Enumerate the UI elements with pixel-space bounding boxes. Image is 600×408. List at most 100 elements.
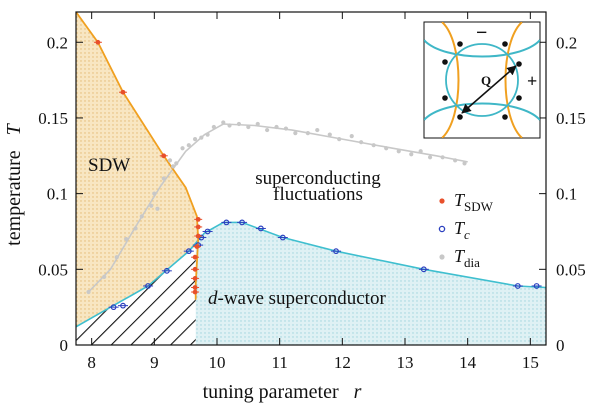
tdia-point: [186, 143, 191, 148]
tdia-point: [265, 127, 270, 133]
tdia-point: [371, 143, 376, 148]
tc-point: [185, 248, 192, 255]
x-tick-label: 10: [209, 353, 226, 372]
inset-hotspot: [457, 41, 463, 47]
inset-hotspot: [457, 114, 463, 120]
legend-marker-tdia: [439, 254, 445, 260]
tsdw-point: [195, 216, 201, 222]
tsdw-point: [194, 244, 200, 250]
tdia-point: [427, 155, 433, 160]
tdia-point: [453, 158, 458, 163]
tdia-point: [161, 176, 166, 181]
tsdw-point: [192, 254, 198, 260]
x-axis-symbol: r: [354, 381, 362, 403]
tdia-point: [174, 161, 179, 166]
tdia-point: [293, 130, 298, 136]
x-tick-label: 12: [334, 353, 351, 372]
tdia-point: [171, 164, 176, 169]
tc-point: [145, 283, 151, 289]
tsdw-point: [120, 89, 126, 95]
legend-label-tsdw: TSDW: [454, 190, 494, 214]
inset-hotspot: [502, 41, 508, 47]
tdia-point: [155, 206, 160, 211]
tc-point: [279, 234, 286, 241]
dwave-prefix: d: [208, 288, 218, 309]
tdia-point: [255, 121, 260, 127]
tdia-point: [315, 127, 320, 133]
tdia-point: [86, 289, 91, 295]
inset-hotspot: [502, 114, 508, 120]
x-tick-label: 13: [397, 353, 414, 372]
tc-point: [110, 304, 117, 311]
tdia-point: [409, 152, 414, 157]
tdia-point: [337, 137, 342, 142]
tdia-point: [349, 134, 354, 139]
sdw-region-fill: [76, 12, 199, 327]
tdia-point: [149, 203, 154, 208]
tdia-point: [114, 255, 119, 260]
inset-central-pocket: [445, 43, 519, 117]
inset-hotspot: [442, 59, 448, 65]
tsdw-point: [192, 266, 198, 272]
dwave-region-label: d-wave superconductor: [208, 288, 386, 309]
y-tick-label-right: 0.05: [556, 260, 586, 279]
y-tick-label-right: 0.2: [556, 33, 577, 52]
tdia-point: [396, 149, 401, 154]
tdia-point: [139, 214, 144, 219]
tc-point: [120, 302, 126, 309]
y-tick-label-right: 0.15: [556, 109, 586, 128]
tdia-point: [199, 135, 204, 140]
y-tick-label: 0: [60, 336, 69, 355]
tdia-point: [246, 124, 251, 130]
tsdw-point: [192, 289, 198, 295]
tdia-point: [283, 126, 289, 131]
y-axis-label-text: temperature: [3, 150, 25, 246]
y-tick-label: 0.2: [47, 33, 68, 52]
tsdw-point: [192, 285, 198, 290]
inset-q-label: Q: [481, 73, 491, 88]
tdia-point: [133, 226, 138, 231]
x-tick-label: 9: [150, 353, 159, 372]
y-tick-label: 0.15: [38, 109, 68, 128]
tc-point: [533, 283, 540, 289]
data-points: [86, 39, 542, 311]
tdia-point: [205, 132, 210, 137]
tdia-point: [102, 274, 107, 279]
tdia-point: [440, 155, 445, 160]
tc-point: [239, 219, 245, 226]
tc-point: [223, 219, 230, 226]
y-tick-label: 0.05: [38, 260, 68, 279]
x-tick-label: 8: [87, 353, 96, 372]
tc-point: [257, 225, 264, 232]
tdia-point: [384, 146, 389, 151]
y-tick-label-right: 0: [556, 336, 565, 355]
x-axis-label: tuning parameter r: [203, 381, 362, 403]
tdia-point: [167, 158, 173, 163]
sdw-region-label: SDW: [88, 155, 130, 176]
tdia-point: [418, 149, 423, 154]
inset-minus-label: −: [476, 22, 487, 44]
fermi-surface-inset: Q − +: [423, 21, 541, 139]
tdia-point: [192, 137, 198, 142]
y-tick-label-right: 0.1: [556, 185, 577, 204]
tc-point: [163, 267, 170, 274]
tc-point: [420, 266, 427, 273]
legend: TSDW Tc Tdia: [438, 190, 494, 270]
legend-label-tc: Tc: [454, 218, 470, 242]
tdia-point: [221, 120, 226, 125]
x-tick-label: 15: [522, 353, 539, 372]
inset-plus-label: +: [527, 71, 537, 91]
tc-point: [514, 283, 521, 289]
tdia-point: [305, 130, 310, 136]
tdia-point: [462, 161, 467, 166]
tsdw-point: [192, 276, 198, 281]
tsdw-point: [95, 39, 101, 45]
legend-marker-tc: [438, 225, 446, 233]
inset-hotspot: [442, 95, 448, 101]
axis-ticks: 8 9 10 11 12 13 14 15 0 0.05 0.1 0.15 0.2 0 0.05 0.1 0.1…: [38, 12, 586, 372]
y-axis-symbol: T: [3, 122, 25, 135]
plot-frame: [75, 11, 547, 346]
y-tick-label: 0.1: [47, 185, 68, 204]
tdia-point: [236, 121, 242, 127]
